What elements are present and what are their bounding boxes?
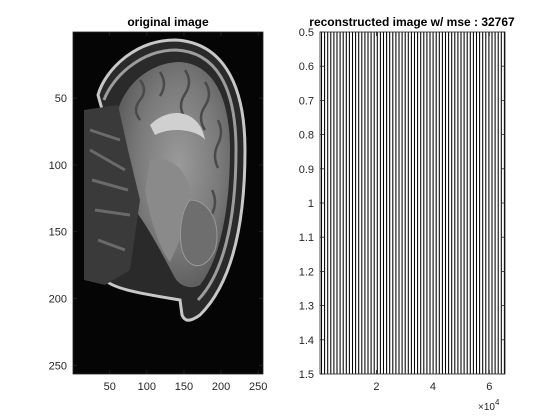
y-tick-label: 150 [49, 227, 67, 239]
y-tick-label: 0.8 [299, 130, 314, 142]
cerebellum [179, 199, 218, 267]
y-tick-label: 250 [49, 360, 67, 372]
y-tick-label: 1 [308, 198, 314, 210]
y-tick-label: 50 [55, 93, 67, 105]
fat-layer [102, 48, 238, 302]
y-tick-label: 200 [49, 294, 67, 306]
y-tick-label: 100 [49, 160, 67, 172]
y-tick-label: 1.2 [299, 266, 314, 278]
exponent-base: ×10 [478, 402, 495, 413]
left-title: original image [127, 15, 209, 29]
mri-image [73, 32, 263, 374]
right-subplot: reconstructed image w/ mse : 32767 2 4 60.… [299, 15, 515, 413]
y-tick-label: 0.9 [299, 164, 314, 176]
right-ticks: 2 4 6 0.5 0.6 0.7 0.8 0.9 1 1.1 1.2 1.3 1.4 1.5 [299, 27, 505, 393]
right-title: reconstructed image w/ mse : 32767 [309, 15, 515, 29]
x-tick-label: 6 [486, 381, 492, 393]
x-tick-label: 4 [430, 381, 436, 393]
right-image-background [320, 32, 505, 374]
left-ticks: 50 100 150 200 250 50 100 150 200 250 [49, 32, 267, 393]
x-tick-label: 250 [249, 381, 267, 393]
y-tick-label: 0.7 [299, 95, 314, 107]
x-tick-label: 150 [175, 381, 193, 393]
x-tick-label: 2 [373, 381, 379, 393]
corpus-callosum [150, 113, 205, 140]
y-tick-label: 1.4 [299, 335, 314, 347]
y-tick-label: 0.5 [299, 27, 314, 39]
y-tick-label: 1.3 [299, 301, 314, 313]
x-exponent-label: ×104 [478, 398, 500, 413]
exponent-power: 4 [495, 398, 500, 407]
gyri [134, 69, 223, 251]
y-tick-label: 1.1 [299, 232, 314, 244]
y-tick-label: 0.6 [299, 61, 314, 73]
x-tick-label: 200 [212, 381, 230, 393]
brainstem [145, 158, 191, 262]
x-tick-label: 50 [104, 381, 116, 393]
face-detail [89, 128, 131, 252]
left-subplot: original image 50 100 150 200 250 50 100 150 200… [49, 15, 268, 393]
y-tick-label: 1.5 [299, 369, 314, 381]
left-axes-box [72, 31, 264, 375]
x-tick-label: 100 [138, 381, 156, 393]
